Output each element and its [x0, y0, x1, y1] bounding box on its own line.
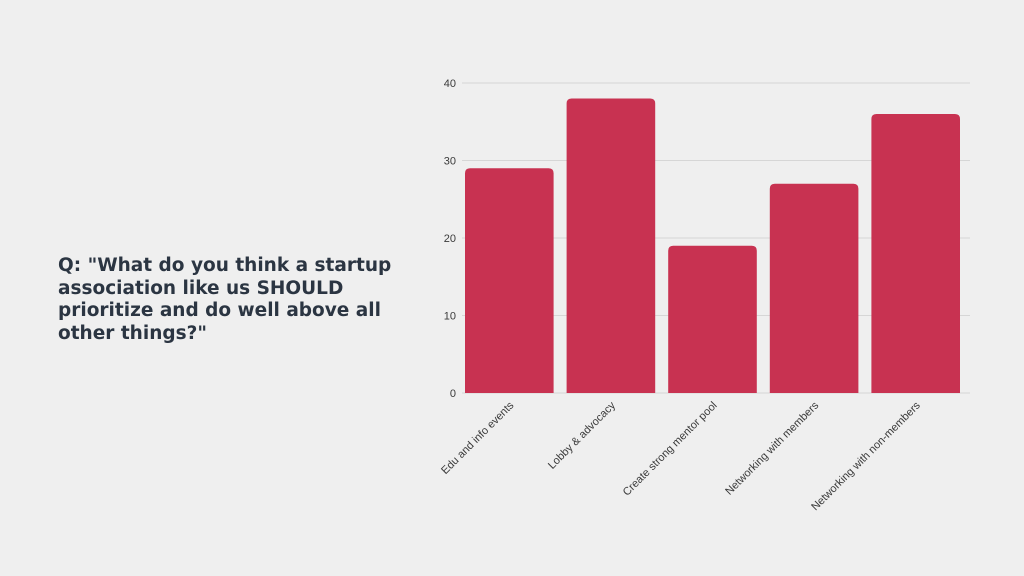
bar	[871, 114, 960, 393]
x-axis-labels: Edu and info events Lobby & advocacy Creat…	[439, 399, 923, 513]
x-category-label: Edu and info events	[439, 399, 517, 477]
bar	[769, 183, 859, 393]
question-text: Q: "What do you think a startup associat…	[58, 255, 392, 344]
y-axis-ticks: 0 10 20 30 40	[444, 78, 456, 400]
x-category-label: Networking with members	[723, 399, 821, 497]
x-category-label: Lobby & advocacy	[546, 399, 618, 471]
y-tick-label: 40	[444, 78, 456, 90]
bars	[465, 98, 960, 393]
x-category-label: Networking with non-members	[809, 399, 923, 513]
x-category-label: Create strong mentor pool	[621, 400, 720, 499]
bar	[668, 245, 757, 393]
y-tick-label: 0	[450, 388, 456, 400]
bar	[566, 98, 656, 393]
y-tick-label: 10	[444, 311, 456, 323]
bar	[465, 168, 554, 393]
y-tick-label: 20	[444, 233, 456, 245]
y-tick-label: 30	[444, 156, 456, 168]
